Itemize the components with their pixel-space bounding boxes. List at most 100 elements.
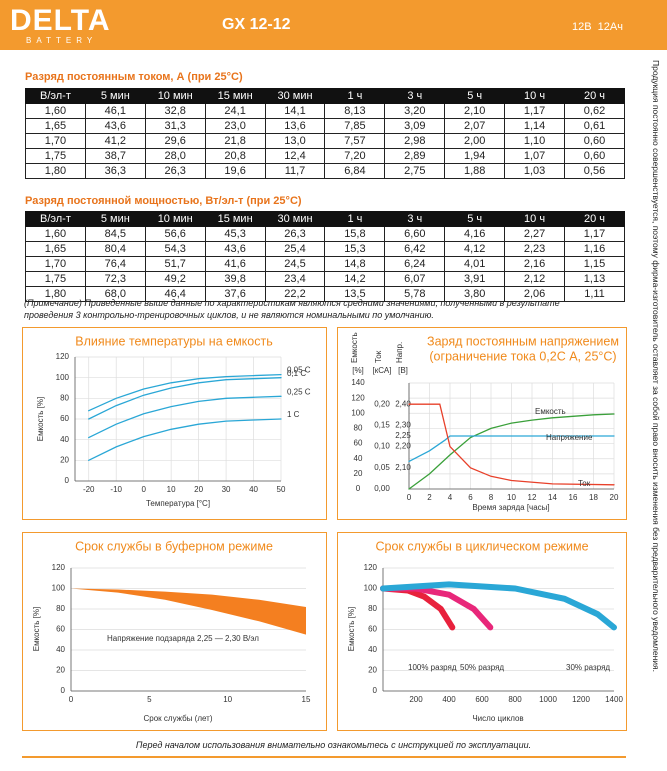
series-line: [408, 435, 615, 463]
cell: 43,6: [204, 241, 266, 257]
footer: Перед началом использования внимательно …: [135, 740, 532, 750]
chart-subtitle: (ограничение тока 0,2С А, 25°С): [429, 349, 616, 363]
column-header: 15 мин: [204, 88, 266, 104]
x-tick-label: 1000: [539, 695, 557, 704]
y-tick-label: 20: [60, 455, 69, 464]
y-tick-label: 120: [56, 352, 70, 361]
y-tick-label: 80: [368, 604, 377, 613]
series-label: 0,1 С: [287, 369, 306, 378]
y-tick-label: 140: [351, 378, 365, 387]
chart-title: Срок службы в буферном режиме: [75, 539, 273, 553]
column-header: 10 ч: [504, 88, 566, 104]
y-tick-label: 0,10: [374, 442, 390, 451]
y-tick-label: 100: [52, 584, 66, 593]
cell: 1,17: [564, 226, 625, 242]
x-axis-label: Срок службы (лет): [144, 714, 213, 723]
column-header: 10 мин: [144, 88, 206, 104]
axis-unit: [кСА]: [373, 366, 392, 375]
header-bar: [0, 0, 667, 50]
cell: 2,98: [384, 133, 446, 149]
cell: 14,8: [324, 256, 386, 272]
column-header: 3 ч: [384, 88, 446, 104]
row: 1,80 68,0 46,4 37,6 22,2 13,5 5,78 3,80 2,06 1,11: [25, 286, 625, 302]
y-tick-label: 0: [373, 686, 378, 695]
brand: DELTA: [10, 4, 111, 37]
column-header: 5 мин: [84, 88, 146, 104]
cell: 1,13: [564, 271, 625, 287]
cell: 2,12: [504, 271, 566, 287]
y-tick-label: 0: [356, 484, 361, 493]
cell: 22,2: [264, 286, 326, 302]
row: 1,60 84,5 56,6 45,3 26,3 15,8 6,60 4,16 2,27 1,17: [25, 226, 625, 242]
cell: 38,7: [84, 148, 146, 164]
cell: 15,8: [324, 226, 386, 242]
cell: 3,09: [384, 118, 446, 134]
cell: 1,65: [25, 118, 86, 134]
y-tick-label: 120: [351, 393, 365, 402]
cell: 3,91: [444, 271, 506, 287]
y-tick-label: 2,10: [395, 463, 411, 472]
cell: 4,01: [444, 256, 506, 272]
series-line: [408, 413, 615, 490]
y-axis-label: Емкость [%]: [347, 607, 356, 652]
y-tick-label: 40: [56, 645, 65, 654]
side-text: Продукция постоянно совершенствуется, по…: [651, 60, 661, 673]
x-tick-label: 10: [507, 493, 516, 502]
chart: Заряд постоянным напряжением(ограничение…: [337, 327, 627, 520]
cell: 49,2: [144, 271, 206, 287]
cell: 1,10: [504, 133, 566, 149]
y-tick-label: 60: [354, 439, 363, 448]
column-header: 5 ч: [444, 211, 506, 227]
series-label: 50% разряд: [460, 663, 504, 672]
x-tick-label: 40: [249, 485, 258, 494]
column-header: 5 мин: [84, 211, 146, 227]
series-line: [88, 373, 282, 412]
cell: 1,11: [564, 286, 625, 302]
row: 1,65 43,6 31,3 23,0 13,6 7,85 3,09 2,07 1,14 0,61: [25, 118, 625, 134]
row: 1,70 41,2 29,6 21,8 13,0 7,57 2,98 2,00 1,10 0,60: [25, 133, 625, 149]
cell: 23,4: [264, 271, 326, 287]
series-line: [88, 418, 282, 461]
cell: 7,57: [324, 133, 386, 149]
chart: Влияние температуры на емкость 0 20 40 60 80 1…: [22, 327, 327, 520]
x-tick-label: 30: [222, 485, 231, 494]
footer-line: [22, 756, 626, 758]
cell: 13,5: [324, 286, 386, 302]
series-label: Ток: [578, 479, 591, 488]
cell: 84,5: [84, 226, 146, 242]
chart: Срок службы в буферном режиме 0 20 40 60 80 10…: [22, 532, 327, 731]
cell: 43,6: [84, 118, 146, 134]
column-header: 5 ч: [444, 88, 506, 104]
x-tick-label: 12: [528, 493, 537, 502]
axis-unit: [%]: [352, 366, 364, 375]
cell: 2,89: [384, 148, 446, 164]
x-tick-label: 50: [277, 485, 286, 494]
y-tick-label: 40: [354, 454, 363, 463]
series-line: [88, 395, 282, 439]
annotation: Напряжение подзаряда 2,25 — 2,30 В/эл: [107, 634, 259, 643]
column-header: В/эл-т: [25, 211, 86, 227]
cell: 2,10: [444, 103, 506, 119]
row: 1,60 46,1 32,8 24,1 14,1 8,13 3,20 2,10 1,17 0,62: [25, 103, 625, 119]
cell: 13,6: [264, 118, 326, 134]
cell: 2,75: [384, 163, 446, 179]
y-tick-label: 0,20: [374, 399, 390, 408]
cell: 1,80: [25, 286, 86, 302]
axis-label: Емкость: [350, 332, 359, 363]
cell: 26,3: [144, 163, 206, 179]
column-header: 30 мин: [264, 211, 326, 227]
x-tick-label: 400: [442, 695, 456, 704]
column-header: 1 ч: [324, 88, 386, 104]
cell: 0,60: [564, 148, 625, 164]
y-tick-label: 80: [56, 604, 65, 613]
x-tick-label: 18: [589, 493, 598, 502]
x-tick-label: 4: [448, 493, 453, 502]
cell: 32,8: [144, 103, 206, 119]
row: 1,75 38,7 28,0 20,8 12,4 7,20 2,89 1,94 1,07 0,60: [25, 148, 625, 164]
cell: 41,6: [204, 256, 266, 272]
cell: 29,6: [144, 133, 206, 149]
cell: 0,60: [564, 133, 625, 149]
